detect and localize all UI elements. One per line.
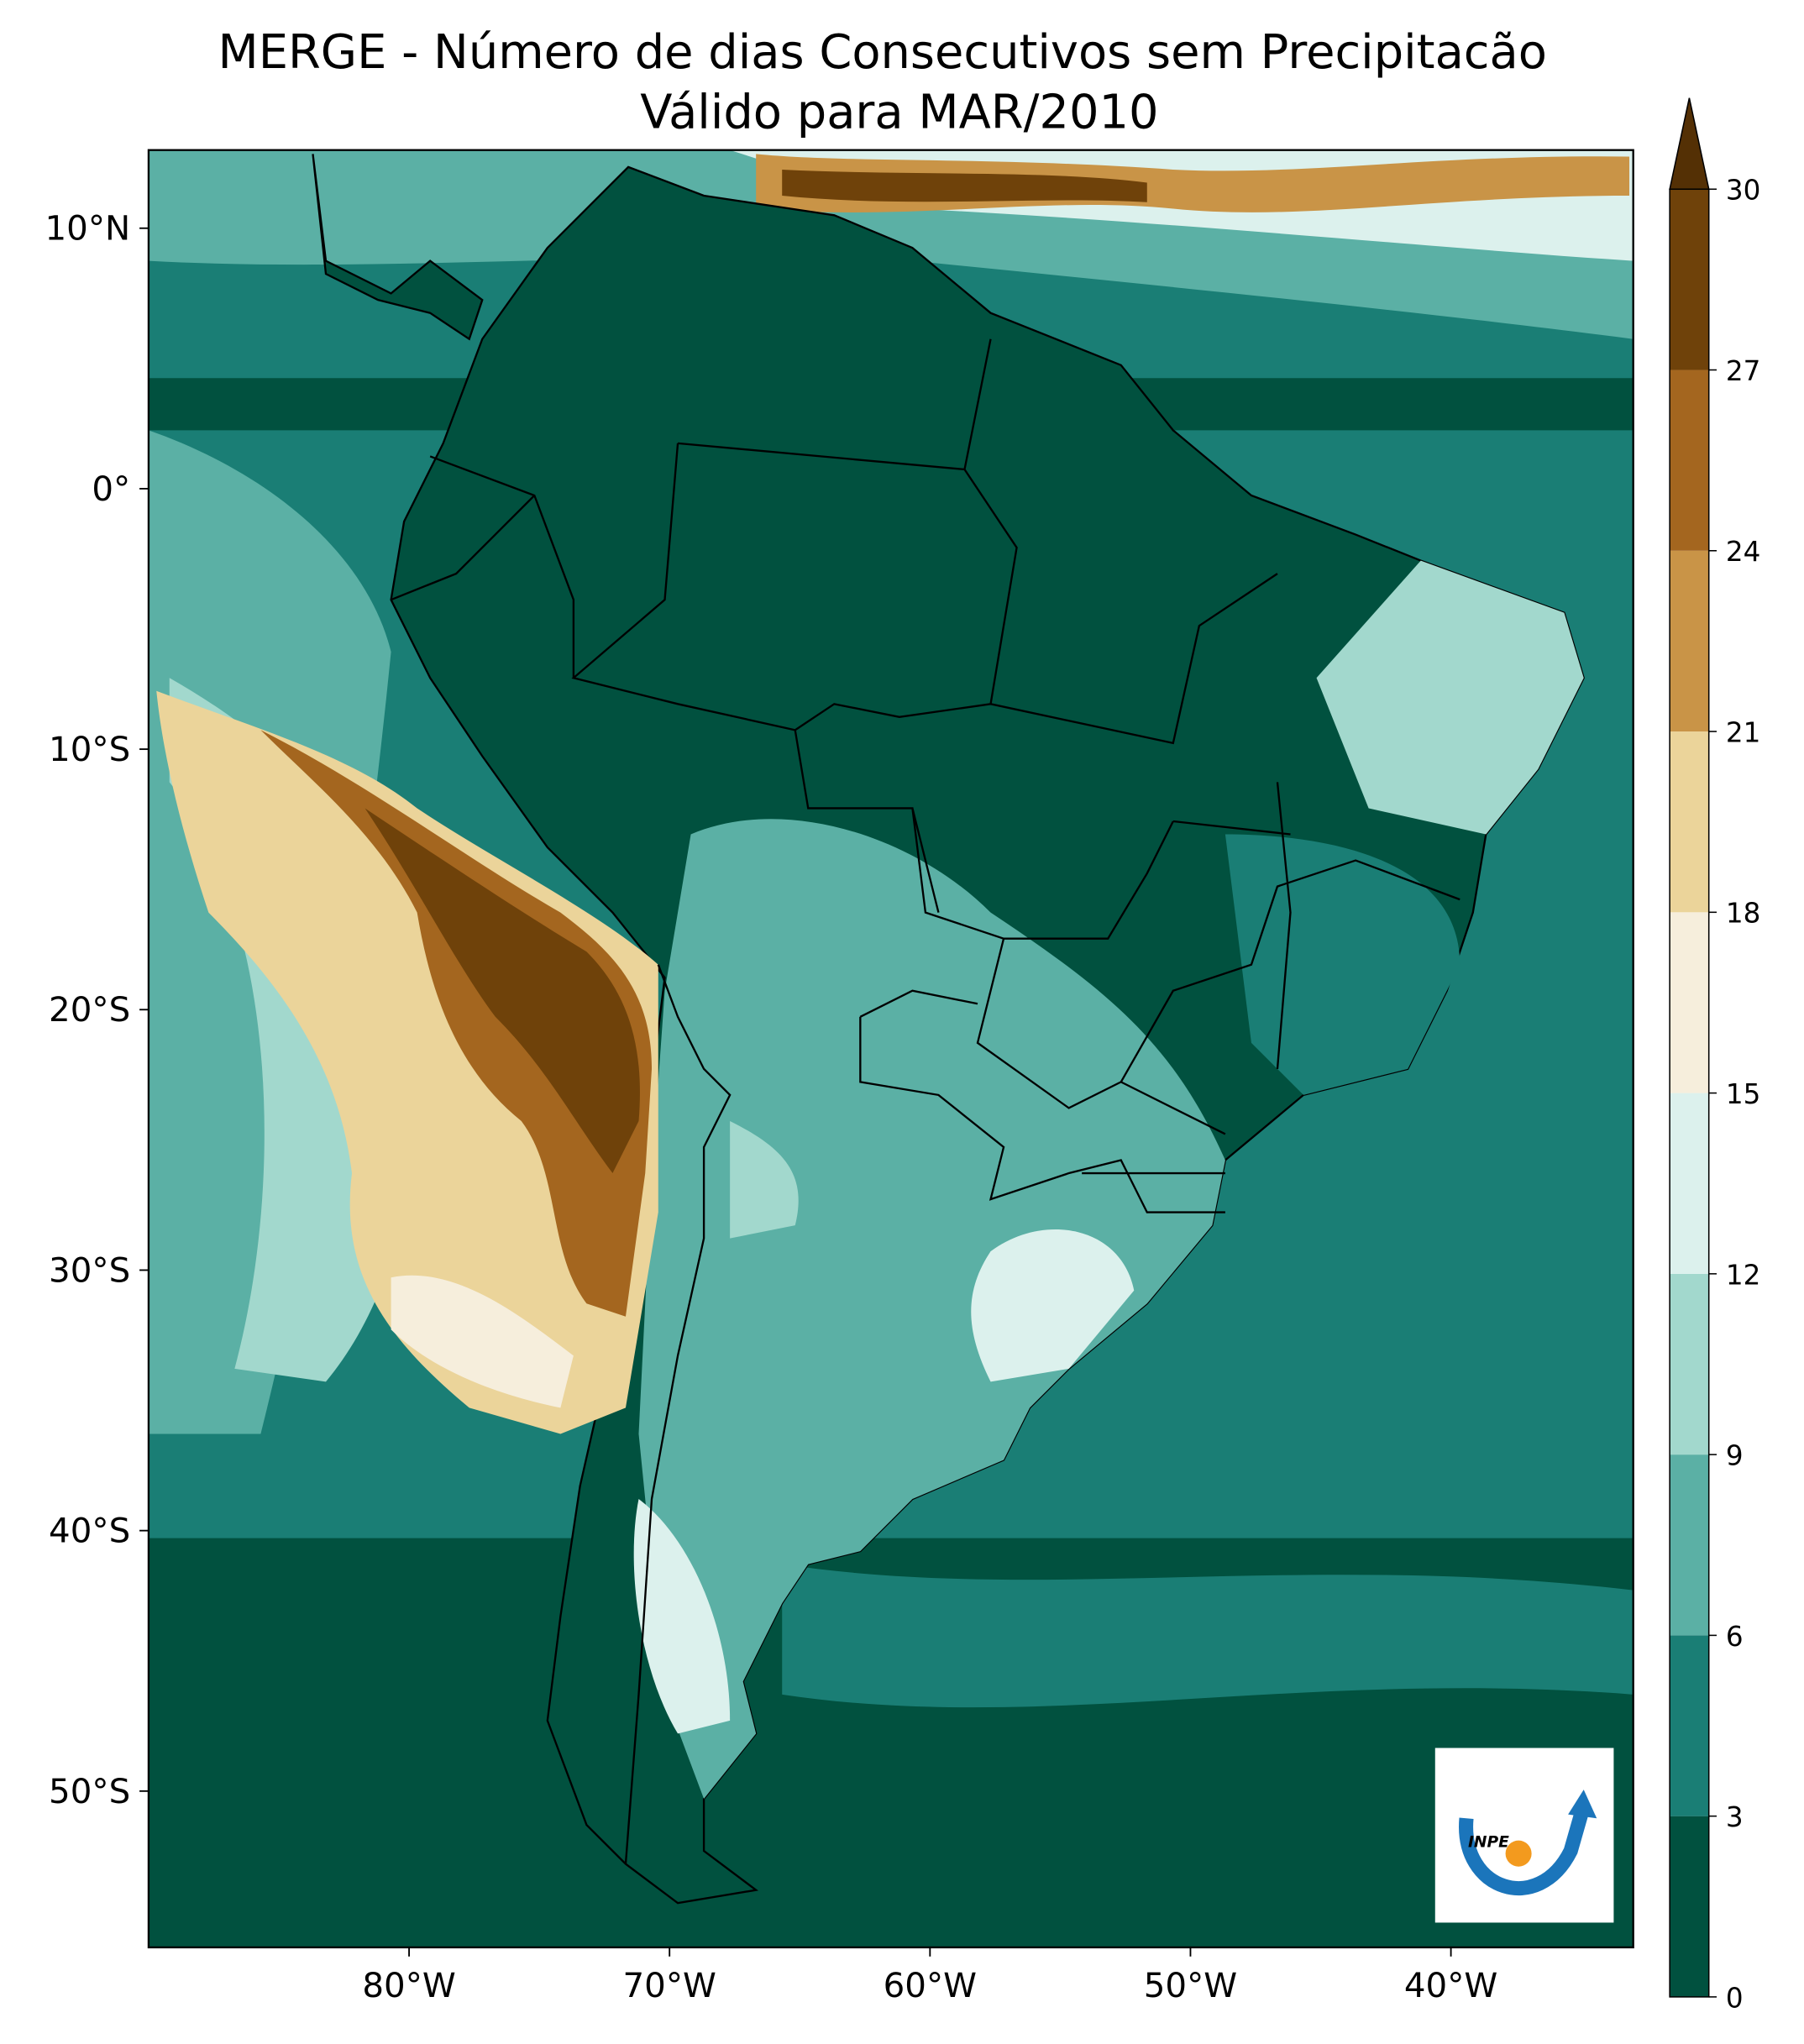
colorbar-bin	[1670, 1635, 1709, 1816]
field-region	[971, 1229, 1135, 1382]
colorbar-tick-label: 6	[1726, 1621, 1744, 1653]
y-tick-label: 10°N	[45, 209, 131, 249]
colorbar-tick-label: 21	[1726, 716, 1760, 748]
field-region	[391, 1275, 574, 1408]
field-region	[1316, 560, 1584, 835]
chart-subtitle: Válido para MAR/2010	[640, 85, 1158, 139]
colorbar-tick-label: 18	[1726, 898, 1760, 930]
y-tick-label: 50°S	[49, 1772, 130, 1811]
colorbar-bin	[1670, 550, 1709, 732]
y-tick-label: 20°S	[49, 990, 130, 1030]
borders	[391, 338, 1461, 1213]
colorbar-tick-label: 0	[1726, 1982, 1744, 2014]
colorbar-bin	[1670, 1454, 1709, 1636]
field-band	[782, 1564, 1634, 1708]
colorbar-tick-label: 9	[1726, 1440, 1744, 1472]
colorbar-bin	[1670, 1273, 1709, 1455]
logo-arrow	[1568, 1790, 1597, 1819]
colorbar-bin	[1670, 912, 1709, 1093]
central-america	[312, 154, 484, 341]
colorbar-bin	[1670, 1816, 1709, 1997]
colorbar-bin	[1670, 1093, 1709, 1274]
logo-sun	[1505, 1840, 1532, 1867]
field-region	[633, 1499, 731, 1734]
colorbar-tick-label: 3	[1726, 1801, 1744, 1833]
field-region	[156, 690, 658, 1434]
colorbar-extend	[1669, 97, 1710, 191]
field-region	[364, 808, 640, 1174]
colorbar-tick-label: 30	[1726, 175, 1760, 207]
colorbar-bin	[1670, 731, 1709, 913]
x-tick-label: 70°W	[622, 1966, 716, 2005]
colorbar-tick-label: 15	[1726, 1078, 1760, 1110]
colorbar-bin	[1670, 189, 1709, 370]
x-tick-label: 50°W	[1144, 1966, 1237, 2005]
map-field	[148, 149, 1634, 1947]
x-tick-label: 80°W	[362, 1966, 455, 2005]
map-frame	[147, 149, 1634, 1949]
logo-text: INPE	[1468, 1833, 1509, 1851]
y-tick-label: 0°	[92, 469, 130, 509]
colorbar-tick-label: 27	[1726, 355, 1760, 387]
field-region	[260, 730, 653, 1317]
field-band	[782, 169, 1147, 202]
colorbar-tick-label: 24	[1726, 536, 1760, 568]
borders	[624, 964, 732, 1864]
field-region	[1225, 834, 1461, 1095]
y-tick-label: 10°S	[49, 730, 130, 769]
x-tick-label: 60°W	[884, 1966, 977, 2005]
logo-swoosh	[1459, 1803, 1591, 1896]
field-region	[638, 819, 1225, 1800]
logo: INPE	[1434, 1748, 1614, 1923]
y-tick-label: 30°S	[49, 1250, 130, 1290]
x-tick-label: 40°W	[1404, 1966, 1497, 2005]
colorbar-tick-label: 12	[1726, 1259, 1760, 1291]
colorbar-bin	[1670, 369, 1709, 551]
chart-title: MERGE - Número de dias Consecutivos sem …	[218, 25, 1547, 80]
field-region	[730, 1120, 799, 1239]
y-tick-label: 40°S	[49, 1512, 130, 1551]
